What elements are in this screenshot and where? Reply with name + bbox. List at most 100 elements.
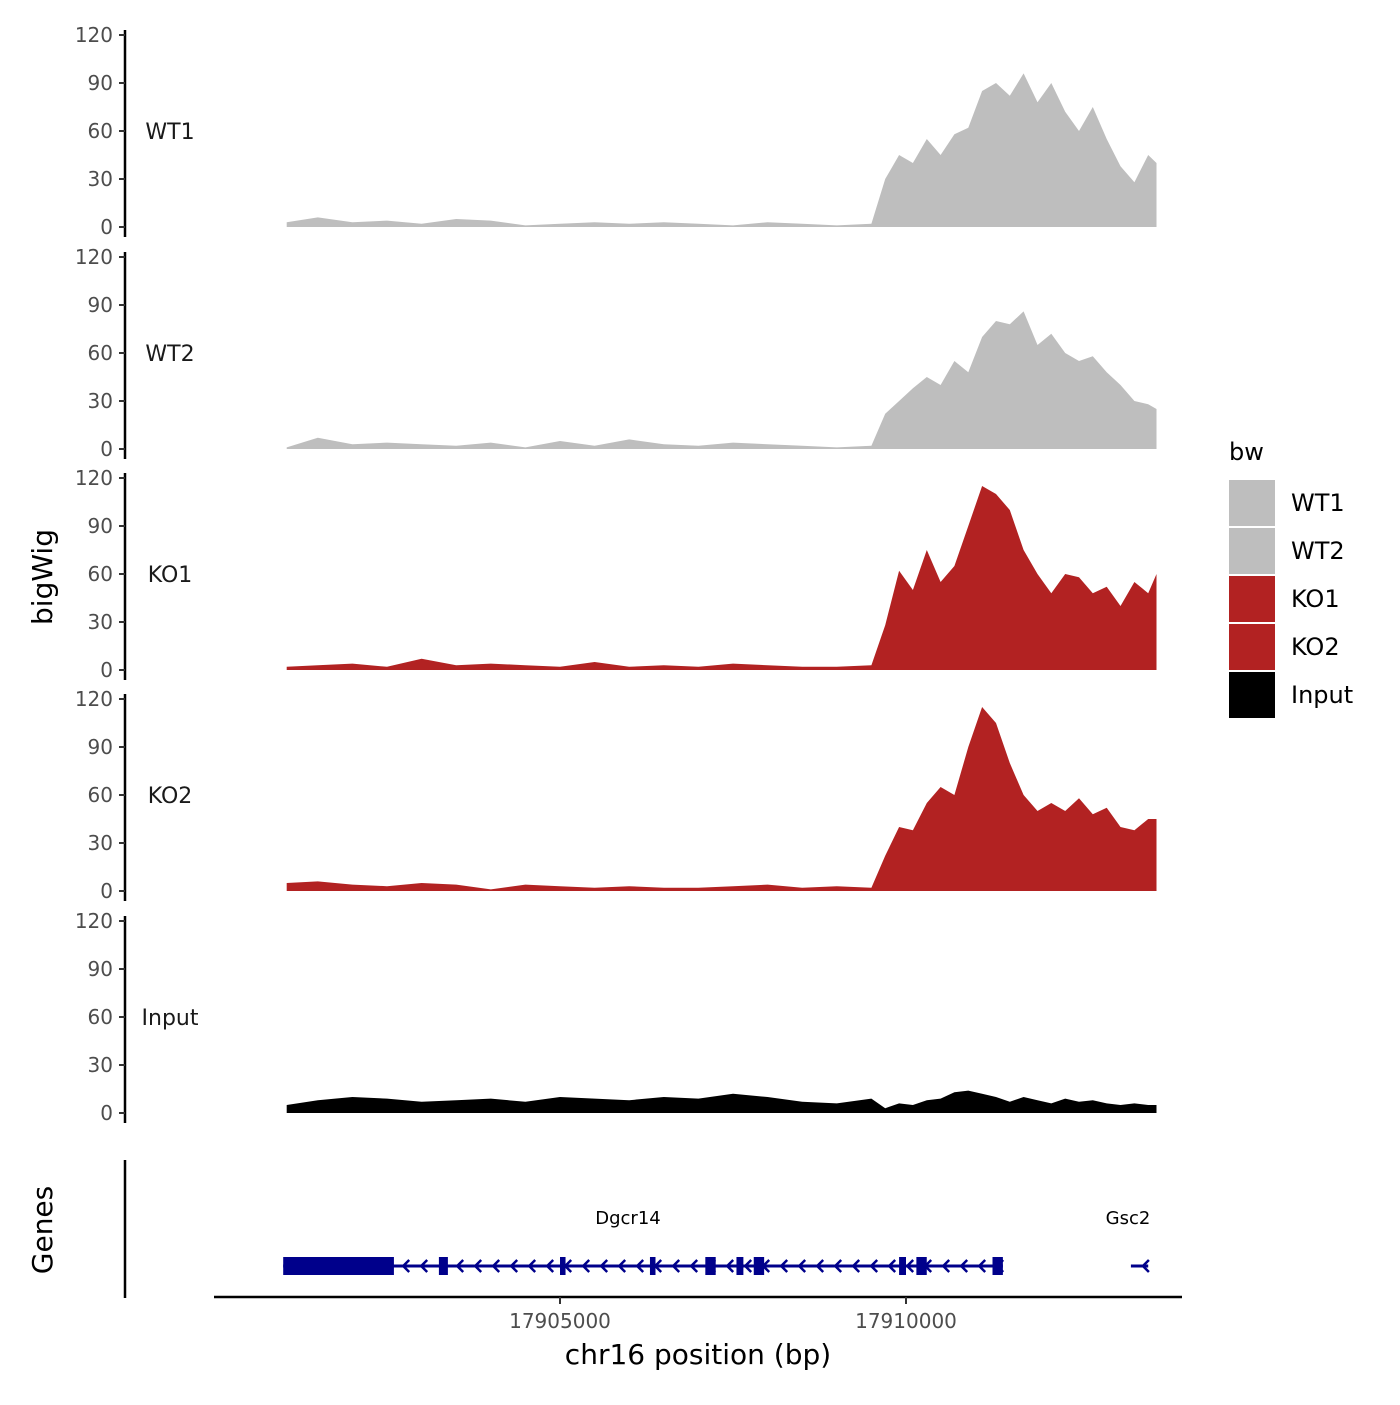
track-panel-wt2: 0 30 60 90 120 WT2 xyxy=(75,245,1157,461)
y-tick-label: 120 xyxy=(75,687,113,711)
y-tick-label: 90 xyxy=(88,293,113,317)
track-panels: 0306090120WT10306090120WT20306090120KO10… xyxy=(75,23,1157,1125)
y-tick-label: 0 xyxy=(100,658,113,682)
genes-axis-title: Genes xyxy=(26,1186,59,1274)
strand-arrow xyxy=(491,1259,501,1273)
y-tick-label: 30 xyxy=(88,167,113,191)
legend-swatch xyxy=(1229,528,1275,574)
gene-label: Gsc2 xyxy=(1106,1208,1151,1229)
y-tick-label: 30 xyxy=(88,1053,113,1077)
strand-arrow xyxy=(1141,1259,1150,1273)
legend-label: WT1 xyxy=(1291,489,1345,517)
strand-arrow xyxy=(887,1259,897,1273)
y-tick-label: 60 xyxy=(88,341,113,365)
gene-exon xyxy=(438,1257,448,1275)
x-axis-title: chr16 position (bp) xyxy=(565,1338,831,1371)
y-tick-label: 90 xyxy=(88,957,113,981)
y-tick-label: 120 xyxy=(75,466,113,490)
legend-swatch xyxy=(1229,624,1275,670)
track-panel-wt1: 0 30 60 90 120 WT1 xyxy=(75,23,1157,239)
legend-item-wt1: WT1 xyxy=(1229,480,1345,526)
strand-arrow xyxy=(635,1259,645,1273)
strand-arrow xyxy=(977,1259,987,1273)
strand-arrow xyxy=(545,1259,555,1273)
strand-arrow xyxy=(401,1259,411,1273)
y-tick-label: 0 xyxy=(100,1101,113,1125)
legend-item-ko1: KO1 xyxy=(1229,576,1340,622)
gene-exon xyxy=(649,1257,656,1275)
gene-exon xyxy=(753,1257,765,1275)
track-label: KO1 xyxy=(148,563,193,588)
coverage-area-ko1 xyxy=(286,486,1157,670)
legend-swatch xyxy=(1229,480,1275,526)
track-label: Input xyxy=(142,1006,199,1031)
y-tick-label: 90 xyxy=(88,71,113,95)
y-tick-label: 60 xyxy=(88,1005,113,1029)
y-tick-label: 120 xyxy=(75,23,113,47)
x-axis: 17905000 17910000 xyxy=(214,1295,1182,1333)
strand-arrow xyxy=(815,1259,825,1273)
y-tick-label: 30 xyxy=(88,610,113,634)
legend-item-input: Input xyxy=(1229,672,1353,718)
gene-exon xyxy=(283,1257,394,1275)
y-tick-label: 30 xyxy=(88,389,113,413)
y-axis-title: bigWig xyxy=(26,529,59,625)
strand-arrow xyxy=(671,1259,681,1273)
legend-label: WT2 xyxy=(1291,537,1345,565)
strand-arrow xyxy=(959,1259,969,1273)
gene-exon xyxy=(916,1257,927,1275)
gene-label: Dgcr14 xyxy=(595,1208,661,1229)
track-panel-ko1: 0 30 60 90 120 KO1 xyxy=(75,466,1157,682)
coverage-area-wt2 xyxy=(286,311,1157,449)
track-panel-input: 0 30 60 90 120 Input xyxy=(75,909,1157,1125)
gene-track: Dgcr14 Gsc2 xyxy=(123,1160,1151,1298)
y-tick-label: 90 xyxy=(88,735,113,759)
strand-arrow xyxy=(473,1259,483,1273)
strand-arrow xyxy=(941,1259,951,1273)
gene-exon xyxy=(736,1257,744,1275)
legend: bw WT1 WT2 KO1 KO2 Input xyxy=(1229,438,1353,718)
y-tick-label: 90 xyxy=(88,514,113,538)
legend-item-ko2: KO2 xyxy=(1229,624,1340,670)
strand-arrow xyxy=(779,1259,789,1273)
strand-arrow xyxy=(581,1259,591,1273)
coverage-area-input xyxy=(286,1090,1157,1113)
y-tick-label: 0 xyxy=(100,215,113,239)
strand-arrow xyxy=(833,1259,843,1273)
legend-label: KO1 xyxy=(1291,585,1340,613)
legend-swatch xyxy=(1229,576,1275,622)
gene-exon xyxy=(899,1257,906,1275)
legend-title: bw xyxy=(1229,438,1264,466)
y-tick-label: 0 xyxy=(100,437,113,461)
gene-exon xyxy=(705,1257,716,1275)
legend-swatch xyxy=(1229,672,1275,718)
track-label: KO2 xyxy=(148,784,193,809)
strand-arrow xyxy=(599,1259,609,1273)
gene-exon xyxy=(992,1257,1003,1275)
y-tick-label: 0 xyxy=(100,879,113,903)
strand-arrow xyxy=(743,1259,753,1273)
y-tick-label: 60 xyxy=(88,783,113,807)
strand-arrow xyxy=(797,1259,807,1273)
y-tick-label: 120 xyxy=(75,909,113,933)
gene-exon xyxy=(560,1257,566,1275)
track-label: WT2 xyxy=(145,342,194,367)
y-tick-label: 30 xyxy=(88,831,113,855)
strand-arrow xyxy=(905,1259,915,1273)
y-tick-label: 120 xyxy=(75,245,113,269)
strand-arrow xyxy=(689,1259,699,1273)
y-tick-label: 60 xyxy=(88,562,113,586)
strand-arrow xyxy=(455,1259,465,1273)
coverage-area-wt1 xyxy=(286,73,1157,228)
legend-label: Input xyxy=(1291,681,1353,709)
gene-gsc2: Gsc2 xyxy=(1106,1208,1151,1273)
strand-arrow xyxy=(419,1259,429,1273)
strand-arrow xyxy=(617,1259,627,1273)
gene-dgcr14: Dgcr14 xyxy=(283,1208,1005,1275)
strand-arrow xyxy=(851,1259,861,1273)
legend-item-wt2: WT2 xyxy=(1229,528,1345,574)
x-tick-label: 17910000 xyxy=(855,1309,957,1333)
track-panel-ko2: 0 30 60 90 120 KO2 xyxy=(75,687,1157,903)
